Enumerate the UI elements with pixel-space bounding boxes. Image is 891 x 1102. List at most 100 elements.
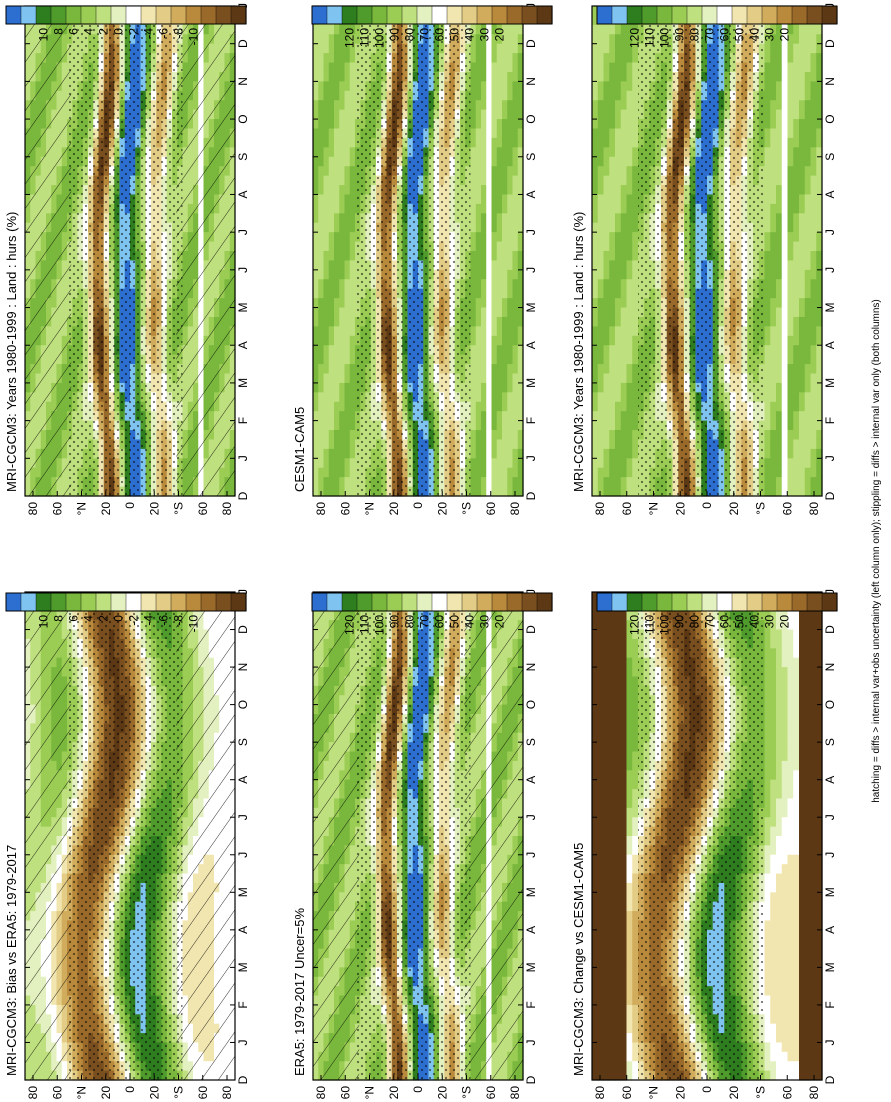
heatmap-cell: [470, 477, 477, 488]
heatmap-cell: [626, 90, 633, 101]
heatmap-cell: [486, 373, 493, 384]
heatmap-cell: [626, 213, 633, 224]
heatmap-cell: [620, 260, 628, 271]
heatmap-cell: [491, 486, 498, 497]
heatmap-cell: [626, 467, 633, 478]
y-tick-label: °S: [172, 502, 186, 515]
heatmap-cell: [620, 477, 628, 488]
heatmap-cell: [603, 401, 610, 412]
heatmap-cell: [597, 81, 605, 92]
heatmap-cell: [334, 194, 340, 205]
x-tick-label: A: [524, 341, 538, 349]
heatmap-cell: [313, 382, 319, 393]
heatmap-cell: [592, 213, 599, 224]
heatmap-cell: [512, 307, 519, 318]
heatmap-cell: [349, 24, 356, 35]
y-tick-label: °N: [75, 502, 89, 515]
heatmap-cell: [339, 34, 346, 45]
heatmap-cell: [597, 156, 605, 167]
y-tick-label: 0: [411, 502, 425, 509]
heatmap-cell: [620, 222, 628, 233]
heatmap-cell: [318, 71, 325, 82]
heatmap-cell: [502, 467, 508, 478]
heatmap-cell: [626, 345, 633, 356]
heatmap-cell: [486, 382, 493, 393]
heatmap-cell: [323, 24, 330, 35]
heatmap-cell: [517, 62, 524, 73]
heatmap-cell: [517, 430, 524, 441]
heatmap-cell: [496, 222, 503, 233]
heatmap-cell: [475, 24, 482, 35]
heatmap-cell: [491, 260, 498, 271]
heatmap-cell: [620, 128, 628, 139]
heatmap-cell: [597, 185, 605, 196]
heatmap-cell: [323, 81, 330, 92]
heatmap-cell: [339, 477, 346, 488]
heatmap-cell: [620, 194, 628, 205]
heatmap-cell: [597, 288, 605, 299]
heatmap-cell: [609, 307, 616, 318]
heatmap-cell: [339, 43, 346, 54]
heatmap-cell: [609, 279, 616, 290]
heatmap-cell: [313, 24, 319, 35]
heatmap-cell: [323, 232, 330, 243]
heatmap-cell: [507, 345, 514, 356]
heatmap-cell: [486, 128, 493, 139]
heatmap-cell: [502, 147, 508, 158]
heatmap-cell: [597, 194, 605, 205]
heatmap-cell: [318, 34, 325, 45]
heatmap-cell: [620, 71, 628, 82]
heatmap-cell: [592, 222, 599, 233]
heatmap-cell: [502, 166, 508, 177]
heatmap-cell: [334, 241, 340, 252]
heatmap-cell: [344, 71, 351, 82]
heatmap-cell: [615, 203, 622, 214]
heatmap-cell: [318, 166, 325, 177]
heatmap-cell: [339, 411, 346, 422]
heatmap-cell: [481, 175, 487, 186]
heatmap-cell: [339, 222, 346, 233]
heatmap-cell: [592, 411, 599, 422]
heatmap-cell: [603, 119, 610, 130]
heatmap-cell: [328, 185, 335, 196]
heatmap-cell: [609, 109, 616, 120]
heatmap-cell: [475, 335, 482, 346]
heatmap-cell: [507, 486, 514, 497]
heatmap-cell: [344, 392, 351, 403]
heatmap-cell: [475, 128, 482, 139]
heatmap-cell: [597, 345, 605, 356]
heatmap-cell: [486, 62, 493, 73]
heatmap-cell: [632, 34, 639, 45]
heatmap-cell: [470, 43, 477, 54]
heatmap-cell: [620, 307, 628, 318]
heatmap-cell: [486, 448, 493, 459]
heatmap-cell: [496, 53, 503, 64]
heatmap-cell: [475, 326, 482, 337]
heatmap-cell: [318, 467, 325, 478]
heatmap-cell: [609, 316, 616, 327]
heatmap-cell: [349, 382, 356, 393]
heatmap-cell: [323, 298, 330, 309]
heatmap-cell: [323, 109, 330, 120]
heatmap-cell: [615, 147, 622, 158]
heatmap-cell: [339, 166, 346, 177]
heatmap-cell: [507, 316, 514, 327]
heatmap-cell: [620, 166, 628, 177]
heatmap-cell: [496, 477, 503, 488]
heatmap-cell: [328, 486, 335, 497]
heatmap-cell: [632, 316, 639, 327]
heatmap-cell: [334, 373, 340, 384]
heatmap-cell: [592, 486, 599, 497]
heatmap-cell: [328, 373, 335, 384]
heatmap-cell: [344, 119, 351, 130]
heatmap-cell: [609, 147, 616, 158]
heatmap-cell: [496, 43, 503, 54]
heatmap-cell: [481, 241, 487, 252]
heatmap-cell: [470, 241, 477, 252]
heatmap-cell: [597, 251, 605, 262]
heatmap-cell: [344, 477, 351, 488]
heatmap-cell: [603, 392, 610, 403]
heatmap-cell: [344, 401, 351, 412]
heatmap-cell: [512, 345, 519, 356]
heatmap-cell: [334, 156, 340, 167]
